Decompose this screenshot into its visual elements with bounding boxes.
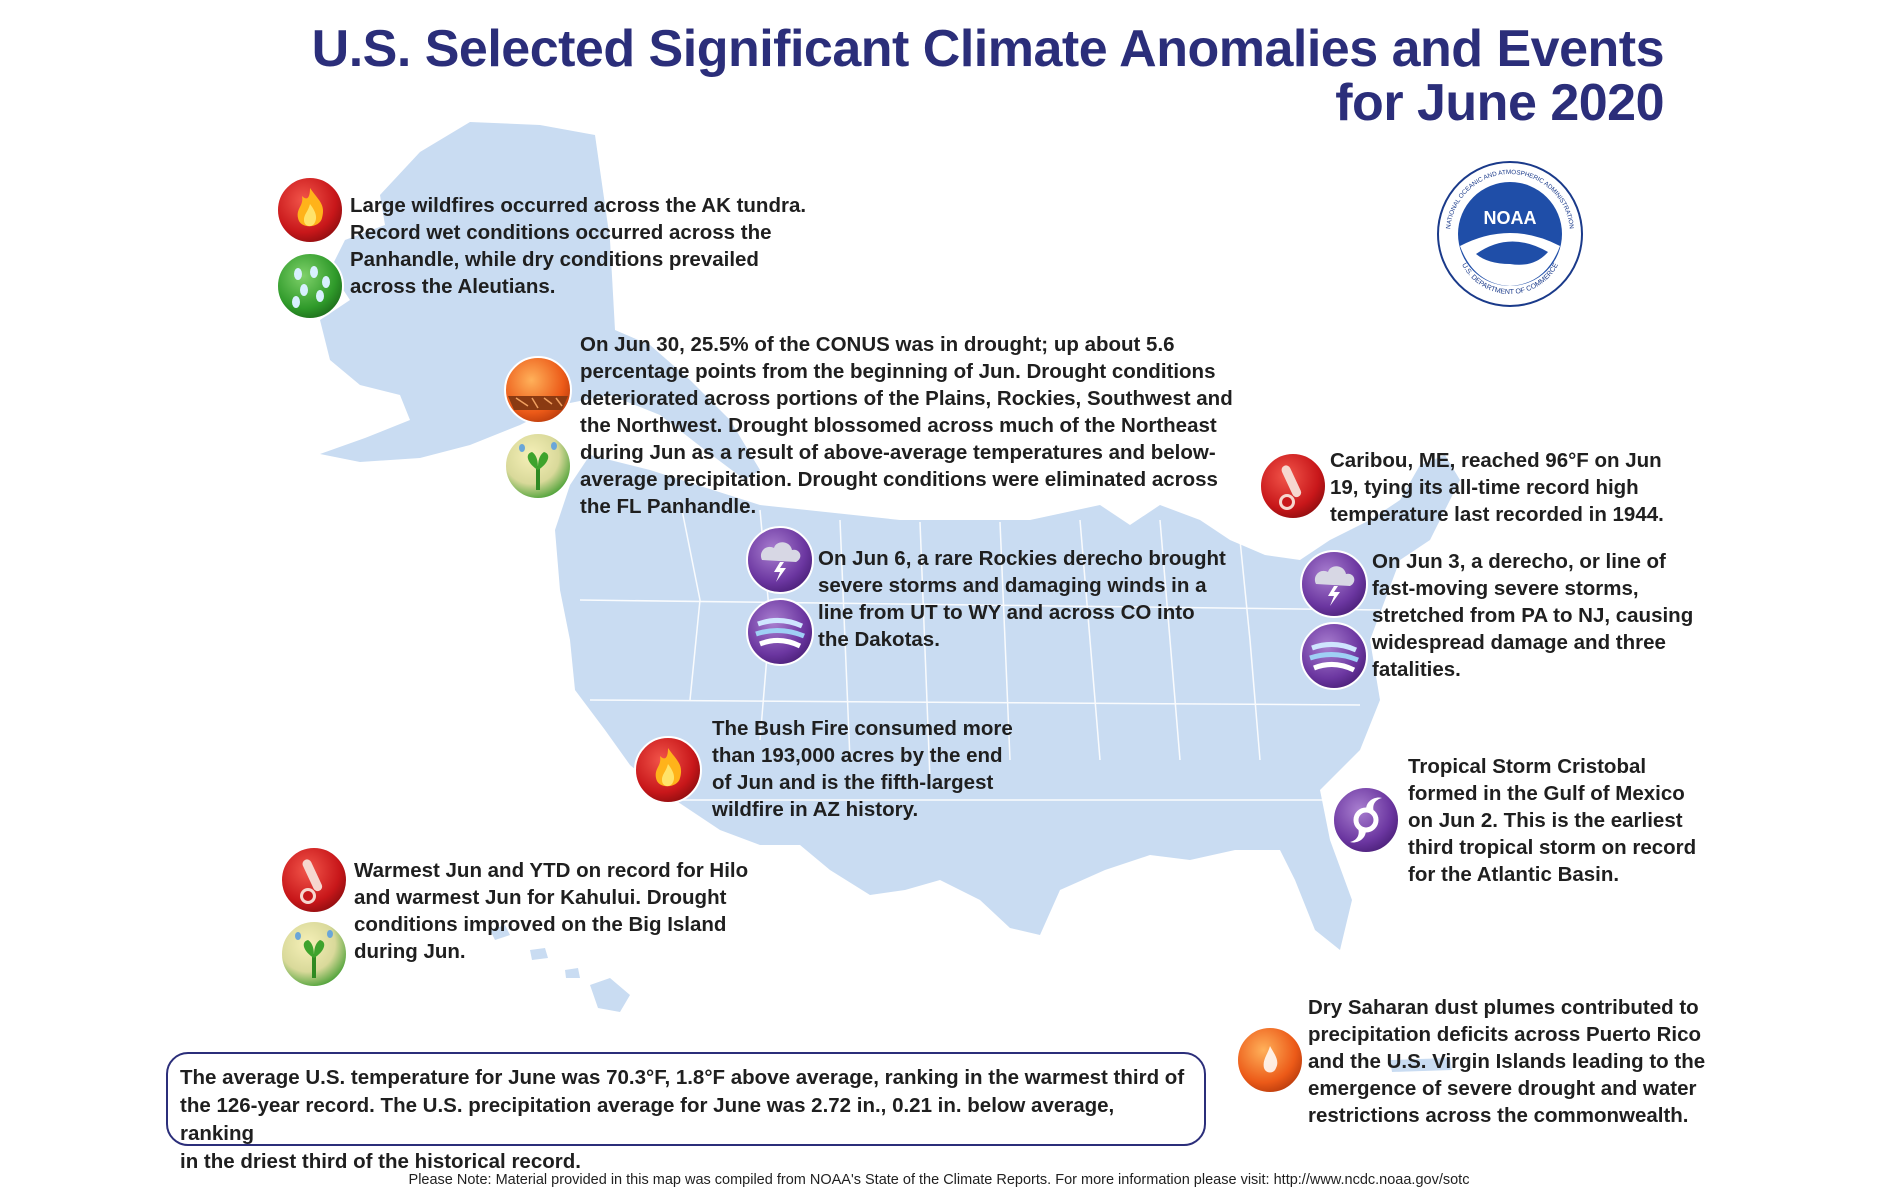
cristobal-event-text: Tropical Storm Cristobal formed in the G… xyxy=(1408,753,1696,888)
text-line: Caribou, ME, reached 96°F on Jun xyxy=(1330,449,1662,472)
text-line: precipitation deficits across Puerto Ric… xyxy=(1308,1023,1702,1046)
summary-line: The average U.S. temperature for June wa… xyxy=(180,1066,1185,1089)
text-line: of Jun and is the fifth-largest xyxy=(712,771,994,794)
text-line: restrictions across the commonwealth. xyxy=(1308,1104,1689,1127)
text-line: emergence of severe drought and water xyxy=(1308,1077,1697,1100)
text-line: Panhandle, while dry conditions prevaile… xyxy=(350,248,759,271)
text-line: and the U.S. Virgin Islands leading to t… xyxy=(1308,1050,1706,1073)
title-line-2: for June 2020 xyxy=(1335,74,1664,132)
text-line: formed in the Gulf of Mexico xyxy=(1408,782,1685,805)
drought-heat-icon xyxy=(1234,1024,1306,1096)
text-line: during Jun as a result of above-average … xyxy=(580,441,1216,464)
alaska-shape xyxy=(320,122,760,480)
text-line: The Bush Fire consumed more xyxy=(712,717,1013,740)
text-line: temperature last recorded in 1944. xyxy=(1330,503,1664,526)
text-line: and warmest Jun for Kahului. Drought xyxy=(354,886,727,909)
text-line: across the Aleutians. xyxy=(350,275,556,298)
wildfire-icon xyxy=(274,174,346,246)
tropical-storm-icon xyxy=(1330,784,1402,856)
summary-line: in the driest third of the historical re… xyxy=(180,1150,581,1173)
text-line: the FL Panhandle. xyxy=(580,495,757,518)
text-line: stretched from PA to NJ, causing xyxy=(1372,604,1694,627)
severe-storm-icon xyxy=(1298,548,1370,620)
heat-thermometer-icon xyxy=(1257,450,1329,522)
text-line: On Jun 3, a derecho, or line of xyxy=(1372,550,1666,573)
text-line: percentage points from the beginning of … xyxy=(580,360,1216,383)
drought-icon xyxy=(502,354,574,426)
text-line: On Jun 6, a rare Rockies derecho brought xyxy=(818,547,1226,570)
text-line: 19, tying its all-time record high xyxy=(1330,476,1639,499)
text-line: Dry Saharan dust plumes contributed to xyxy=(1308,996,1699,1019)
text-line: the Dakotas. xyxy=(818,628,940,651)
text-line: wildfire in AZ history. xyxy=(712,798,919,821)
east-derecho-event-text: On Jun 3, a derecho, or line of fast-mov… xyxy=(1372,548,1693,683)
puerto-rico-shape xyxy=(1390,1058,1452,1072)
damaging-wind-icon xyxy=(1298,620,1370,692)
wet-conditions-icon xyxy=(274,250,346,322)
damaging-wind-icon xyxy=(744,596,816,668)
text-line: the Northwest. Drought blossomed across … xyxy=(580,414,1217,437)
text-line: Tropical Storm Cristobal xyxy=(1408,755,1647,778)
national-summary-box: The average U.S. temperature for June wa… xyxy=(166,1052,1206,1173)
text-line: during Jun. xyxy=(354,940,466,963)
drought-event-text: On Jun 30, 25.5% of the CONUS was in dro… xyxy=(580,331,1233,520)
text-line: conditions improved on the Big Island xyxy=(354,913,727,936)
text-line: fatalities. xyxy=(1372,658,1461,681)
bush-fire-event-text: The Bush Fire consumed more than 193,000… xyxy=(712,715,1013,823)
caribou-event-text: Caribou, ME, reached 96°F on Jun 19, tyi… xyxy=(1330,447,1664,528)
text-line: for the Atlantic Basin. xyxy=(1408,863,1620,886)
text-line: On Jun 30, 25.5% of the CONUS was in dro… xyxy=(580,333,1175,356)
alaska-event-text: Large wildfires occurred across the AK t… xyxy=(350,192,806,300)
text-line: average precipitation. Drought condition… xyxy=(580,468,1218,491)
text-line: severe storms and damaging winds in a xyxy=(818,574,1207,597)
text-line: line from UT to WY and across CO into xyxy=(818,601,1195,624)
puerto-rico-event-text: Dry Saharan dust plumes contributed to p… xyxy=(1308,994,1705,1129)
text-line: fast-moving severe storms, xyxy=(1372,577,1639,600)
text-line: third tropical storm on record xyxy=(1408,836,1697,859)
text-line: on Jun 2. This is the earliest xyxy=(1408,809,1683,832)
drought-improvement-icon xyxy=(278,918,350,990)
text-line: Large wildfires occurred across the AK t… xyxy=(350,194,807,217)
hawaii-islands xyxy=(490,925,630,1012)
text-line: than 193,000 acres by the end xyxy=(712,744,1003,767)
heat-thermometer-icon xyxy=(278,844,350,916)
text-line: Record wet conditions occurred across th… xyxy=(350,221,772,244)
text-line: widespread damage and three xyxy=(1372,631,1666,654)
map-title: U.S. Selected Significant Climate Anomal… xyxy=(311,20,1665,132)
title-line-1: U.S. Selected Significant Climate Anomal… xyxy=(311,20,1665,78)
summary-line: the 126-year record. The U.S. precipitat… xyxy=(180,1094,1115,1145)
footnote: Please Note: Material provided in this m… xyxy=(408,1172,1470,1188)
wildfire-icon xyxy=(632,734,704,806)
noaa-logo: NOAA NATIONAL OCEANIC AND ATMOSPHERIC AD… xyxy=(1437,161,1583,307)
hawaii-event-text: Warmest Jun and YTD on record for Hilo a… xyxy=(354,857,748,965)
noaa-logo-text: NOAA xyxy=(1484,208,1537,228)
drought-improvement-icon xyxy=(502,430,574,502)
severe-storm-icon xyxy=(744,524,816,596)
text-line: Warmest Jun and YTD on record for Hilo xyxy=(354,859,749,882)
text-line: deteriorated across portions of the Plai… xyxy=(580,387,1233,410)
rockies-derecho-event-text: On Jun 6, a rare Rockies derecho brought… xyxy=(818,545,1226,653)
